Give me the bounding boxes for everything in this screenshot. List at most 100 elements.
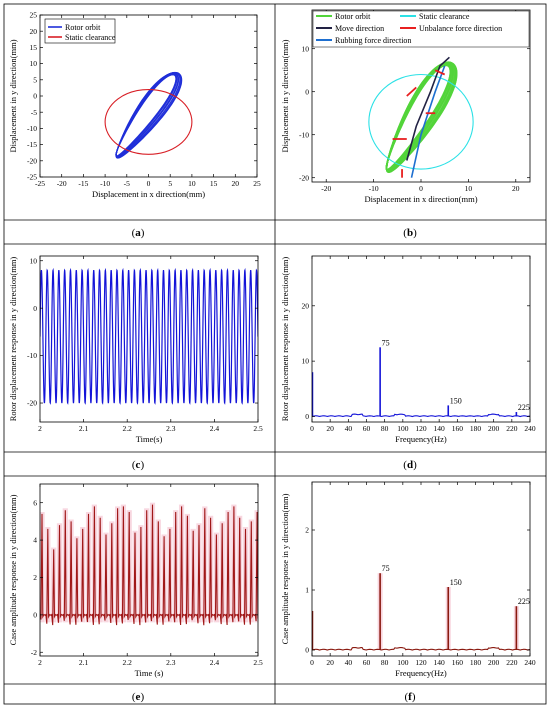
panel-caption: (e) (132, 691, 145, 703)
data-layer-b (368, 56, 474, 178)
orbit-loop (115, 74, 177, 157)
orbit-loop (115, 73, 178, 157)
x-tick-label: 25 (253, 179, 261, 188)
x-tick-label: 40 (345, 658, 353, 667)
x-tick-label: 5 (168, 179, 172, 188)
peak-annotation: 150 (450, 396, 462, 405)
y-axis-label: Case amplitude response in y direction(m… (8, 494, 18, 645)
y-ticks: 0 1 2 (305, 526, 530, 655)
caption-paren-open: ( (132, 227, 136, 239)
y-tick-label: 1 (305, 586, 309, 595)
unbalance-arrow (434, 69, 446, 76)
caption-paren-close: ) (413, 459, 417, 471)
caption-paren-open: ( (403, 459, 407, 471)
x-axis-label: Displacement in x direction(mm) (92, 189, 205, 199)
x-tick-label: 80 (381, 658, 389, 667)
orbit-loop (385, 64, 452, 171)
y-axis-label: Displacement in y direction(mm) (280, 39, 290, 152)
y-tick-label: 6 (33, 498, 37, 507)
plot-frame (39, 483, 259, 657)
x-axis-label: Displacement in x direction(mm) (364, 194, 477, 204)
y-tick-label: 10 (30, 59, 38, 68)
x-tick-label: 0 (310, 424, 314, 433)
y-tick-label: 15 (30, 43, 38, 52)
y-tick-label: -20 (299, 173, 309, 182)
panel-caption: (a) (132, 227, 145, 239)
y-tick-label: -25 (27, 173, 37, 182)
legend: Rotor orbit Static clearance Move directio… (312, 10, 530, 48)
peak-annotation: 225 (518, 597, 530, 606)
legend-box (312, 10, 530, 48)
y-tick-label: -20 (27, 399, 37, 408)
case-response-line (40, 504, 258, 626)
y-tick-label: -10 (299, 130, 309, 139)
caption-paren-open: ( (403, 227, 407, 239)
caption-letter: a (135, 227, 141, 239)
x-tick-label: 20 (326, 658, 334, 667)
response-line (40, 267, 258, 405)
x-tick-label: 60 (363, 658, 371, 667)
panel-caption: (f) (404, 691, 415, 703)
y-axis-label: Case amplitude response in y direction(m… (280, 493, 290, 644)
y-axis-label: Displacement in y direction(mm) (8, 39, 18, 152)
x-tick-label: 2.5 (253, 424, 263, 433)
orbit-loop (115, 72, 182, 159)
y-ticks: -25 -20 -15 -10 -5 0 5 10 15 20 25 (27, 11, 257, 182)
x-tick-label: 0 (419, 184, 423, 193)
y-tick-label: 2 (305, 526, 309, 535)
x-ticks: 0 20 40 60 80 100 120 140 160 180 200 220 240 (310, 256, 536, 433)
y-axis-label: Rotor displacement response in y directi… (8, 257, 18, 422)
direction-arrows (392, 56, 450, 178)
data-layer-e (40, 502, 258, 626)
x-tick-label: 0 (147, 179, 151, 188)
y-tick-label: 0 (305, 87, 309, 96)
x-tick-label: 2.3 (166, 658, 176, 667)
peak-annotation: 150 (450, 578, 462, 587)
x-tick-label: 2.2 (123, 658, 133, 667)
legend-label: Move direction (335, 24, 384, 33)
legend-label: Rotor orbit (335, 12, 371, 21)
x-tick-label: 240 (524, 658, 536, 667)
data-layer-d (312, 347, 530, 418)
peak-annotation: 75 (382, 338, 390, 347)
caption-letter: f (408, 691, 412, 703)
legend-label: Unbalance force direction (419, 24, 502, 33)
x-tick-label: -10 (369, 184, 379, 193)
panel-c: 2 2.1 2.2 2.3 2.4 2.5 -20 -10 0 10 Time(s) Rotor di… (8, 255, 263, 471)
x-tick-label: 220 (506, 658, 518, 667)
caption-paren-close: ) (413, 227, 417, 239)
caption-letter: d (407, 459, 413, 471)
data-layer-a (104, 71, 193, 159)
x-tick-label: 160 (452, 424, 464, 433)
orbit-loop (385, 61, 458, 173)
x-tick-label: 20 (232, 179, 240, 188)
x-ticks: -25 -20 -15 -10 -5 0 5 10 15 20 25 (35, 15, 261, 188)
orbit-loop (115, 71, 183, 159)
y-tick-label: -10 (27, 124, 37, 133)
x-tick-label: -5 (124, 179, 130, 188)
spectrum-baseline (312, 647, 530, 651)
x-tick-label: 10 (188, 179, 196, 188)
y-ticks: -20 -10 0 10 (27, 256, 258, 408)
y-ticks: -2 0 2 4 6 (31, 498, 258, 657)
y-ticks: 0 10 20 (302, 301, 530, 421)
orbit-loop (115, 72, 182, 159)
y-tick-label: -10 (27, 351, 37, 360)
x-tick-label: -10 (100, 179, 110, 188)
x-tick-label: 100 (397, 658, 409, 667)
caption-paren-close: ) (140, 691, 144, 703)
x-ticks: 2 2.1 2.2 2.3 2.4 2.5 (38, 484, 263, 667)
orbit-loop (115, 71, 183, 159)
orbit-loop (385, 61, 457, 173)
y-tick-label: -20 (27, 156, 37, 165)
plot-frame (39, 255, 259, 423)
x-tick-label: 20 (512, 184, 520, 193)
plot-frame (311, 255, 531, 423)
y-tick-label: 2 (33, 573, 37, 582)
x-tick-label: 0 (310, 658, 314, 667)
x-tick-label: 40 (345, 424, 353, 433)
panel-d: 0 20 40 60 80 100 120 140 160 180 200 220 240 0 10 20 Fr… (280, 255, 536, 471)
x-tick-label: 10 (465, 184, 473, 193)
